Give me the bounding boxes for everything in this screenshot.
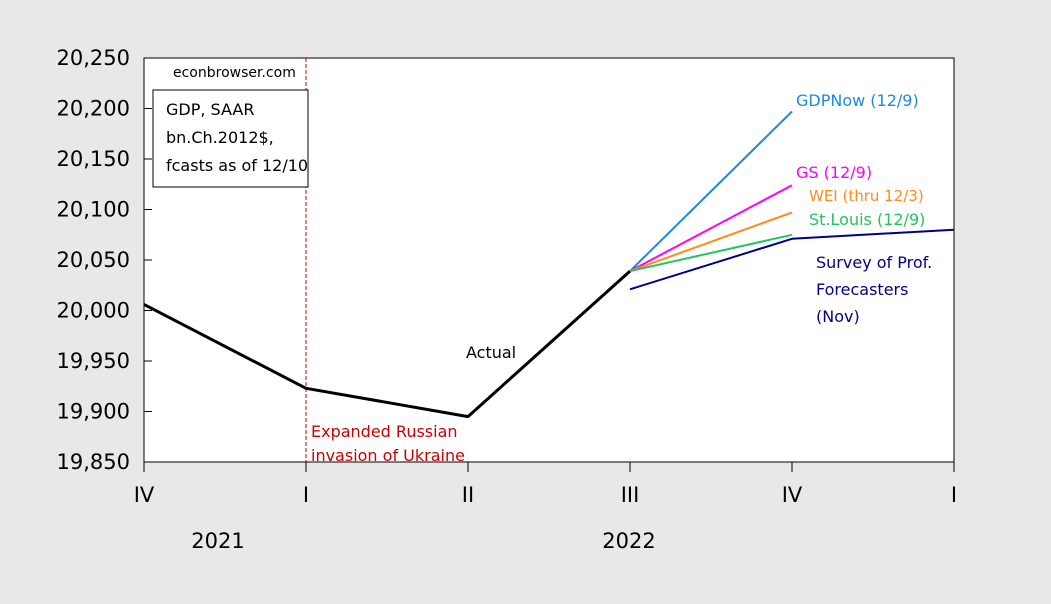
- series-line-4: [629, 233, 793, 273]
- legend-box: GDP, SAAR bn.Ch.2012$, fcasts as of 12/1…: [152, 89, 309, 188]
- x-tick-label: III: [621, 483, 640, 507]
- series-line-0: [143, 269, 632, 419]
- year-label-2021: 2021: [191, 529, 244, 553]
- series-line-1: [629, 110, 793, 272]
- x-tick-label: II: [462, 483, 474, 507]
- year-label-2022: 2022: [602, 529, 655, 553]
- x-axis: IV I II III IV I: [134, 462, 957, 507]
- y-tick-label: 20,100: [57, 198, 130, 222]
- series-label-wei: WEI (thru 12/3): [809, 187, 924, 205]
- series-label-gs: GS (12/9): [796, 163, 872, 182]
- series-label-actual: Actual: [466, 343, 516, 362]
- y-tick-label: 20,250: [57, 46, 130, 70]
- series-label-gdpnow: GDPNow (12/9): [796, 91, 919, 110]
- y-tick-label: 20,000: [57, 299, 130, 323]
- y-tick-label: 20,200: [57, 97, 130, 121]
- x-tick-label: IV: [134, 483, 155, 507]
- series-label-spf-3: (Nov): [816, 307, 860, 326]
- x-tick-label: I: [303, 483, 309, 507]
- y-tick-label: 19,900: [57, 400, 130, 424]
- series-line-3: [629, 211, 793, 273]
- legend-line-2: bn.Ch.2012$,: [166, 128, 274, 147]
- y-tick-label: 19,950: [57, 349, 130, 373]
- event-label-1: Expanded Russian: [311, 422, 458, 441]
- series-label-stlouis: St.Louis (12/9): [809, 210, 925, 229]
- series-label-spf-1: Survey of Prof.: [816, 253, 932, 272]
- series-line-2: [629, 184, 793, 272]
- y-tick-label: 20,050: [57, 248, 130, 272]
- watermark: econbrowser.com: [173, 65, 296, 81]
- x-tick-label: I: [951, 483, 957, 507]
- legend-line-1: GDP, SAAR: [166, 100, 254, 119]
- series-label-spf-2: Forecasters: [816, 280, 908, 299]
- y-tick-label: 19,850: [57, 450, 130, 474]
- y-tick-label: 20,150: [57, 147, 130, 171]
- y-axis: 20,250 20,200 20,150 20,100 20,050 20,000 19,9…: [57, 46, 152, 474]
- series-lines: [143, 110, 955, 419]
- legend-line-3: fcasts as of 12/10: [166, 156, 308, 175]
- event-label-2: invasion of Ukraine: [311, 446, 465, 465]
- series-line-5: [629, 228, 955, 291]
- x-tick-label: IV: [782, 483, 803, 507]
